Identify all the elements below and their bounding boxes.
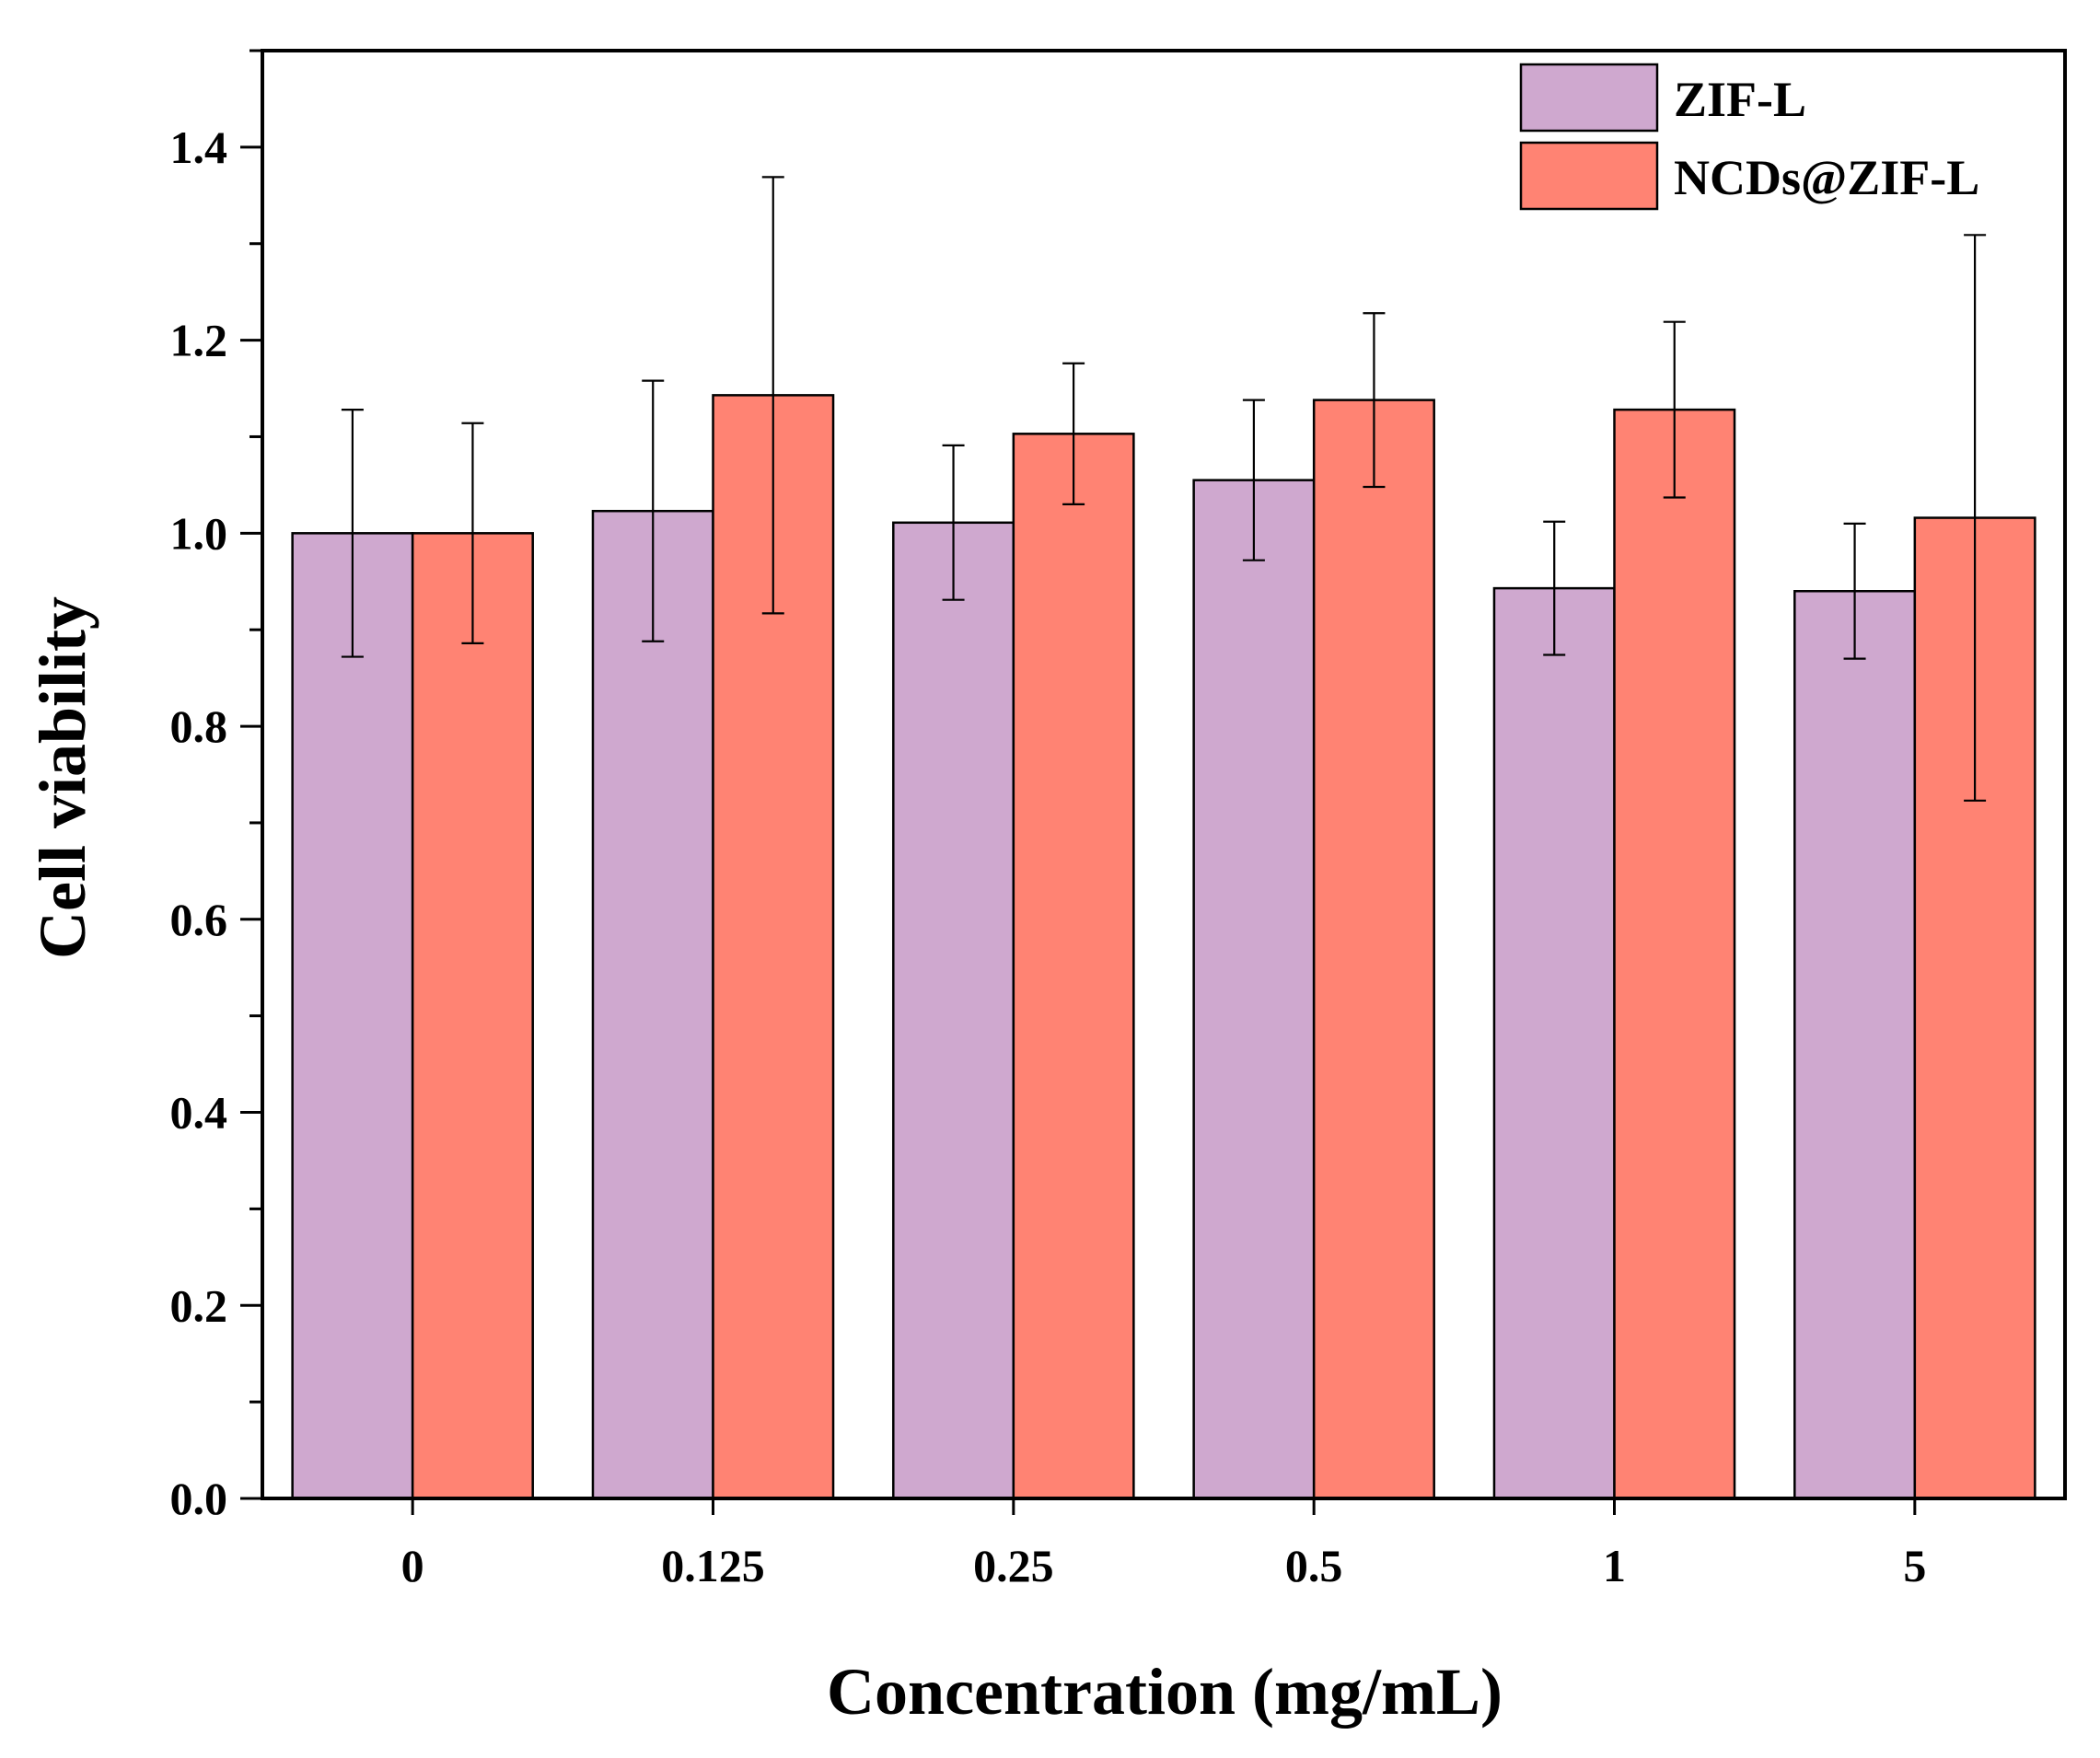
bar-ncds-zif-l-0.25 — [1012, 433, 1135, 1500]
bars-layer — [291, 394, 2036, 1500]
y-tick-label-0.8: 0.8 — [170, 700, 228, 752]
tick-labels-layer: 0 0.125 0.25 0.5 1 5 0.0 0.2 0.4 0.6 0.8 1.0 1.2 1.4 — [170, 121, 1927, 1591]
y-axis-title: Cell viability — [26, 596, 99, 959]
error-bar-zif-l-0 — [341, 409, 364, 658]
y-tick-label-1.2: 1.2 — [170, 315, 228, 366]
y-tick-label-0.2: 0.2 — [170, 1279, 228, 1331]
y-tick-label-1.0: 1.0 — [170, 507, 228, 559]
x-tick-label-0: 0 — [401, 1540, 424, 1591]
legend: ZIF-L NCDs@ZIF-L — [1519, 63, 1979, 211]
legend-swatch-zif-l — [1519, 63, 1659, 133]
error-bar-zif-l-1 — [1543, 520, 1566, 656]
x-tick-label-5: 5 — [1903, 1540, 1926, 1591]
y-tick-label-0.0: 0.0 — [170, 1473, 228, 1524]
error-bar-ncds-zif-l-1 — [1663, 320, 1686, 499]
error-bar-zif-l-5 — [1843, 522, 1866, 660]
error-bar-zif-l-0.125 — [642, 379, 665, 642]
x-tick-label-0.5: 0.5 — [1285, 1540, 1343, 1591]
error-bar-zif-l-0.5 — [1242, 399, 1265, 561]
error-bar-ncds-zif-l-5 — [1964, 234, 1987, 802]
error-bar-ncds-zif-l-0.125 — [761, 176, 784, 615]
bar-zif-l-1 — [1492, 586, 1616, 1500]
error-bar-ncds-zif-l-0 — [461, 422, 484, 644]
plot-frame — [261, 49, 2067, 1500]
y-tick-label-0.6: 0.6 — [170, 894, 228, 945]
x-tick-label-0.125: 0.125 — [661, 1540, 765, 1591]
bar-zif-l-0.25 — [892, 521, 1015, 1500]
error-bar-ncds-zif-l-0.5 — [1363, 312, 1386, 489]
bar-zif-l-5 — [1793, 590, 1917, 1500]
bar-ncds-zif-l-1 — [1613, 408, 1736, 1500]
y-tick-label-0.4: 0.4 — [170, 1087, 228, 1139]
legend-swatch-ncds-zif-l — [1519, 141, 1659, 211]
bar-ncds-zif-l-0 — [411, 532, 534, 1500]
legend-label-ncds-zif-l: NCDs@ZIF-L — [1674, 150, 1979, 205]
y-tick-label-1.4: 1.4 — [170, 121, 228, 173]
bar-zif-l-0.5 — [1192, 479, 1316, 1500]
error-bars-layer — [341, 176, 1987, 802]
x-tick-label-0.25: 0.25 — [973, 1540, 1054, 1591]
x-tick-label-1: 1 — [1603, 1540, 1626, 1591]
error-bar-zif-l-0.25 — [942, 444, 965, 601]
x-axis-title: Concentration (mg/mL) — [827, 1655, 1502, 1729]
bar-zif-l-0.125 — [591, 509, 714, 1500]
bar-zif-l-0 — [291, 532, 414, 1500]
legend-label-zif-l: ZIF-L — [1674, 72, 1806, 127]
bar-ncds-zif-l-0.5 — [1312, 399, 1435, 1500]
error-bar-ncds-zif-l-0.25 — [1062, 362, 1085, 505]
ticks-layer — [240, 49, 1917, 1515]
